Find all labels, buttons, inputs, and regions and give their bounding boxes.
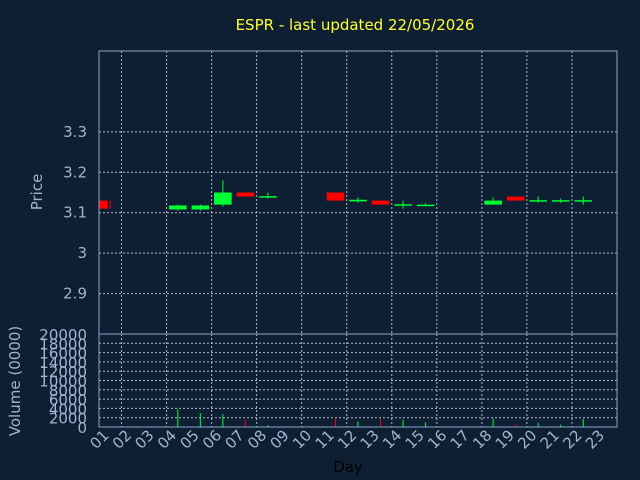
volume-tick-label: 8000: [49, 382, 87, 400]
volume-tick-label: 18000: [39, 335, 87, 353]
price-tick-label: 3.2: [63, 163, 87, 181]
volume-tick-label: 20000: [39, 326, 87, 344]
volume-tick-label: 0: [77, 419, 87, 437]
price-tick-label: 3: [77, 244, 87, 262]
candle-body: [191, 205, 210, 210]
x-tick-label: 23: [582, 426, 608, 452]
volume-axis-label: Volume (0000): [6, 326, 24, 436]
candle-body: [326, 192, 345, 201]
candle-body: [169, 205, 187, 210]
candle-body: [416, 204, 435, 207]
candle-body: [574, 200, 593, 202]
volume-tick-label: 4000: [49, 400, 87, 418]
volume-tick-label: 10000: [39, 373, 87, 391]
x-axis-label: Day: [333, 458, 363, 476]
candle-body: [236, 192, 255, 197]
candle-body: [394, 204, 412, 206]
volume-y-ticks: 0200040006000800010000120001400016000180…: [39, 326, 87, 437]
candle-body: [259, 196, 277, 198]
price-axis-label: Price: [28, 174, 46, 211]
x-ticks: 0102030405060708091011121314151617181920…: [86, 426, 608, 452]
candle-body: [506, 196, 525, 201]
candles: [99, 180, 593, 211]
volume-tick-label: 6000: [49, 391, 87, 409]
candle-body: [349, 199, 367, 202]
price-plot-frame: [98, 50, 618, 335]
volume-tick-label: 12000: [39, 363, 87, 381]
candle-body: [214, 192, 232, 205]
price-grid: [99, 51, 617, 334]
volume-plot-frame: [98, 333, 618, 428]
candle-body: [484, 200, 502, 205]
candle-body: [99, 200, 108, 209]
volume-bars: [177, 409, 584, 427]
candle-body: [551, 200, 570, 202]
candle-body: [529, 200, 547, 202]
price-y-ticks: 2.9 3 3.1 3.2 3.3: [63, 123, 87, 303]
volume-grid: [99, 334, 617, 427]
price-tick-label: 2.9: [63, 285, 87, 303]
price-tick-label: 3.3: [63, 123, 87, 141]
price-tick-label: 3.1: [63, 204, 87, 222]
volume-tick-label: 16000: [39, 345, 87, 363]
chart-title: ESPR - last updated 22/05/2026: [236, 16, 475, 34]
volume-tick-label: 14000: [39, 354, 87, 372]
volume-tick-label: 2000: [49, 410, 87, 428]
candle-body: [371, 200, 390, 205]
